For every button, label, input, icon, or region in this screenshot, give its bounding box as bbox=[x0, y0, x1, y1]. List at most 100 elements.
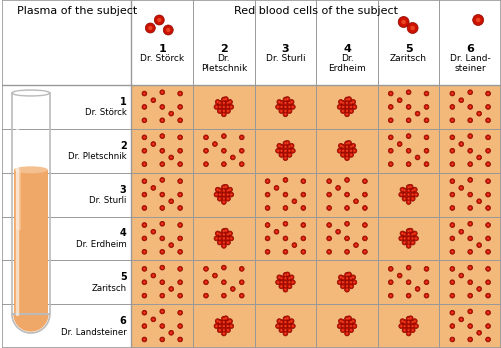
Circle shape bbox=[289, 102, 291, 104]
Circle shape bbox=[227, 193, 229, 196]
Bar bbox=[439, 173, 501, 216]
Circle shape bbox=[346, 288, 348, 291]
Circle shape bbox=[352, 324, 357, 329]
Circle shape bbox=[215, 106, 217, 108]
Circle shape bbox=[408, 332, 410, 334]
Circle shape bbox=[142, 293, 147, 298]
Circle shape bbox=[178, 236, 182, 241]
Circle shape bbox=[217, 101, 219, 103]
Circle shape bbox=[340, 145, 342, 147]
Circle shape bbox=[161, 163, 163, 165]
Circle shape bbox=[401, 320, 403, 322]
Circle shape bbox=[473, 15, 483, 25]
Circle shape bbox=[341, 328, 345, 333]
Circle shape bbox=[161, 135, 163, 137]
Circle shape bbox=[287, 276, 292, 280]
Circle shape bbox=[400, 325, 402, 327]
Circle shape bbox=[170, 288, 172, 290]
Bar bbox=[193, 129, 255, 173]
Circle shape bbox=[451, 325, 453, 327]
Circle shape bbox=[285, 106, 287, 108]
Circle shape bbox=[340, 101, 342, 103]
Circle shape bbox=[408, 316, 413, 321]
Circle shape bbox=[178, 179, 182, 184]
Bar bbox=[316, 85, 378, 129]
Circle shape bbox=[355, 244, 357, 246]
Circle shape bbox=[225, 230, 227, 232]
Circle shape bbox=[178, 267, 182, 271]
Circle shape bbox=[289, 277, 291, 279]
Circle shape bbox=[345, 148, 350, 153]
Circle shape bbox=[178, 223, 182, 228]
Circle shape bbox=[142, 179, 147, 184]
Circle shape bbox=[485, 206, 490, 211]
Circle shape bbox=[341, 152, 345, 157]
Circle shape bbox=[240, 150, 243, 152]
Circle shape bbox=[221, 148, 226, 153]
Circle shape bbox=[390, 93, 392, 95]
Circle shape bbox=[468, 104, 472, 109]
Circle shape bbox=[205, 268, 207, 270]
Circle shape bbox=[425, 281, 427, 283]
Circle shape bbox=[450, 337, 455, 342]
Circle shape bbox=[337, 187, 339, 189]
Circle shape bbox=[283, 141, 288, 146]
Circle shape bbox=[179, 93, 181, 95]
Circle shape bbox=[142, 310, 147, 315]
Circle shape bbox=[229, 101, 231, 103]
Circle shape bbox=[450, 267, 455, 271]
Circle shape bbox=[408, 150, 410, 152]
Circle shape bbox=[408, 193, 410, 196]
Circle shape bbox=[161, 281, 163, 283]
Circle shape bbox=[285, 318, 287, 320]
Circle shape bbox=[403, 325, 405, 327]
Circle shape bbox=[214, 192, 219, 197]
Circle shape bbox=[230, 106, 232, 108]
Circle shape bbox=[485, 104, 490, 109]
Circle shape bbox=[205, 136, 207, 139]
Circle shape bbox=[346, 113, 348, 115]
Circle shape bbox=[142, 192, 147, 197]
Circle shape bbox=[339, 143, 343, 148]
Circle shape bbox=[406, 280, 411, 285]
Circle shape bbox=[364, 207, 366, 209]
Circle shape bbox=[170, 200, 172, 202]
Circle shape bbox=[339, 319, 343, 324]
Circle shape bbox=[406, 118, 411, 123]
Circle shape bbox=[406, 162, 411, 167]
Circle shape bbox=[225, 100, 230, 105]
Circle shape bbox=[408, 228, 413, 233]
Bar bbox=[316, 129, 378, 173]
Circle shape bbox=[451, 180, 453, 182]
Circle shape bbox=[327, 236, 332, 241]
Circle shape bbox=[281, 321, 283, 323]
Circle shape bbox=[221, 232, 226, 237]
Circle shape bbox=[203, 162, 208, 167]
Circle shape bbox=[477, 286, 481, 291]
Circle shape bbox=[178, 162, 182, 167]
Circle shape bbox=[469, 91, 471, 93]
Circle shape bbox=[265, 223, 270, 228]
Circle shape bbox=[279, 148, 284, 153]
Circle shape bbox=[285, 113, 287, 115]
Circle shape bbox=[240, 163, 243, 165]
Circle shape bbox=[468, 148, 472, 153]
Circle shape bbox=[327, 192, 332, 197]
Ellipse shape bbox=[14, 91, 48, 95]
Circle shape bbox=[364, 180, 366, 182]
Text: 5: 5 bbox=[405, 44, 412, 54]
Circle shape bbox=[412, 233, 414, 235]
Circle shape bbox=[450, 148, 455, 153]
Circle shape bbox=[487, 237, 489, 239]
Circle shape bbox=[450, 118, 455, 123]
Circle shape bbox=[364, 224, 366, 226]
Circle shape bbox=[337, 324, 342, 329]
Circle shape bbox=[469, 179, 471, 181]
Circle shape bbox=[217, 188, 222, 193]
Circle shape bbox=[350, 277, 352, 279]
Circle shape bbox=[400, 237, 402, 239]
Circle shape bbox=[221, 328, 226, 333]
Text: Dr.
Pletschnik: Dr. Pletschnik bbox=[201, 54, 247, 73]
Circle shape bbox=[152, 143, 154, 145]
Circle shape bbox=[337, 280, 342, 285]
